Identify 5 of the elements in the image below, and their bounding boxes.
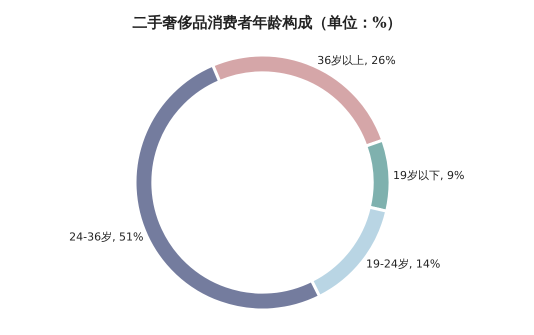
slice-label: 19岁以下, 9%	[393, 168, 465, 182]
slice-label: 24-36岁, 51%	[69, 230, 144, 244]
slice-label: 19-24岁, 14%	[366, 257, 440, 270]
slice-label: 36岁以上, 26%	[317, 54, 396, 67]
chart-title: 二手奢侈品消费者年龄构成（单位：%）	[132, 13, 402, 32]
